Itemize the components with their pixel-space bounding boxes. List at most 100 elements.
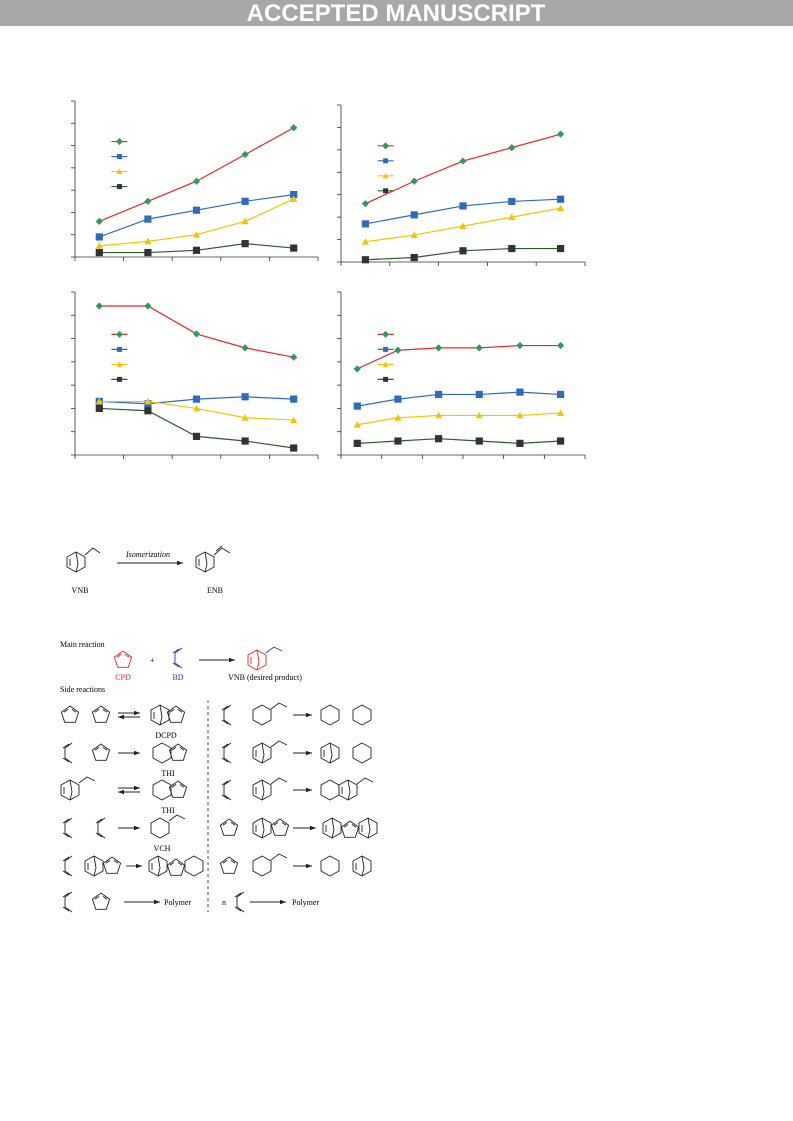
marker	[361, 238, 369, 245]
marker	[241, 217, 249, 225]
marker	[241, 414, 249, 421]
banner	[0, 0, 793, 26]
marker	[95, 233, 103, 241]
marker	[144, 397, 152, 405]
scheme-isomerization	[66, 545, 231, 573]
marker	[435, 435, 443, 443]
marker	[361, 256, 369, 264]
marker	[557, 390, 565, 399]
marker	[394, 395, 402, 403]
marker	[557, 204, 565, 212]
side-reactions-right	[219, 702, 378, 913]
marker	[557, 437, 565, 445]
marker	[353, 421, 361, 428]
cpd-label: CPD	[115, 673, 131, 682]
marker	[353, 402, 361, 410]
charts	[71, 100, 586, 459]
reactant-label: VNB	[72, 586, 89, 595]
marker	[95, 248, 103, 257]
legend-marker	[115, 138, 123, 146]
marker	[95, 217, 103, 225]
legend-marker	[115, 330, 123, 338]
marker	[353, 439, 361, 447]
bd-label: BD	[172, 673, 183, 682]
series-line	[365, 133, 561, 205]
series-line	[357, 438, 561, 444]
marker	[475, 344, 483, 352]
marker	[290, 124, 298, 132]
marker	[95, 404, 103, 413]
marker	[508, 213, 516, 221]
marker	[394, 346, 402, 354]
n-label: n	[222, 898, 226, 907]
legend-marker	[116, 168, 123, 175]
marker	[95, 302, 103, 310]
marker	[192, 395, 201, 403]
marker	[508, 244, 516, 253]
legend-marker	[116, 376, 122, 382]
marker	[459, 157, 467, 165]
marker	[241, 197, 249, 205]
product-label: DCPD	[155, 731, 177, 740]
marker	[394, 414, 402, 421]
legend-marker	[382, 142, 390, 150]
legend-marker	[116, 346, 122, 352]
marker	[192, 177, 201, 185]
marker	[410, 177, 418, 185]
marker	[144, 237, 152, 245]
marker	[557, 244, 565, 253]
marker	[144, 197, 152, 205]
marker	[290, 244, 298, 252]
side-reactions-left	[60, 704, 204, 913]
section-title: Main reaction	[60, 640, 105, 649]
marker	[435, 344, 443, 352]
marker	[192, 206, 201, 214]
marker	[557, 195, 565, 203]
banner-text: ACCEPTED MANUSCRIPT	[247, 0, 546, 27]
legend-marker	[382, 172, 389, 179]
marker	[394, 437, 402, 445]
marker	[508, 144, 516, 152]
marker	[144, 302, 152, 310]
series-line	[99, 194, 294, 238]
marker	[290, 195, 298, 202]
product-label: VCH	[154, 844, 171, 853]
marker	[475, 437, 483, 445]
marker	[410, 211, 418, 219]
marker	[475, 411, 483, 419]
product-label: THI	[161, 806, 175, 815]
marker	[516, 388, 524, 396]
marker	[241, 437, 249, 445]
marker	[241, 344, 249, 352]
marker	[508, 197, 516, 206]
legend-marker	[116, 154, 122, 160]
marker	[410, 231, 418, 238]
marker	[410, 253, 418, 262]
legend-marker	[116, 184, 122, 190]
marker	[475, 390, 483, 399]
product-label: THI	[161, 769, 175, 778]
legend-marker	[383, 346, 389, 352]
series-line	[99, 407, 294, 449]
marker	[192, 432, 201, 440]
marker	[241, 150, 249, 159]
legend-marker	[116, 361, 123, 367]
marker	[435, 390, 443, 399]
marker	[557, 409, 565, 416]
marker	[516, 341, 524, 350]
marker	[95, 397, 103, 405]
legend-marker	[382, 330, 390, 338]
marker	[290, 191, 298, 199]
marker	[144, 248, 152, 257]
product-label: ENB	[207, 586, 223, 595]
section-title: Side reactions	[60, 685, 105, 694]
marker	[353, 365, 361, 373]
marker	[192, 231, 201, 238]
series-line	[357, 412, 561, 426]
marker	[516, 411, 524, 419]
marker	[290, 395, 298, 403]
marker	[557, 341, 565, 350]
marker	[241, 393, 249, 401]
